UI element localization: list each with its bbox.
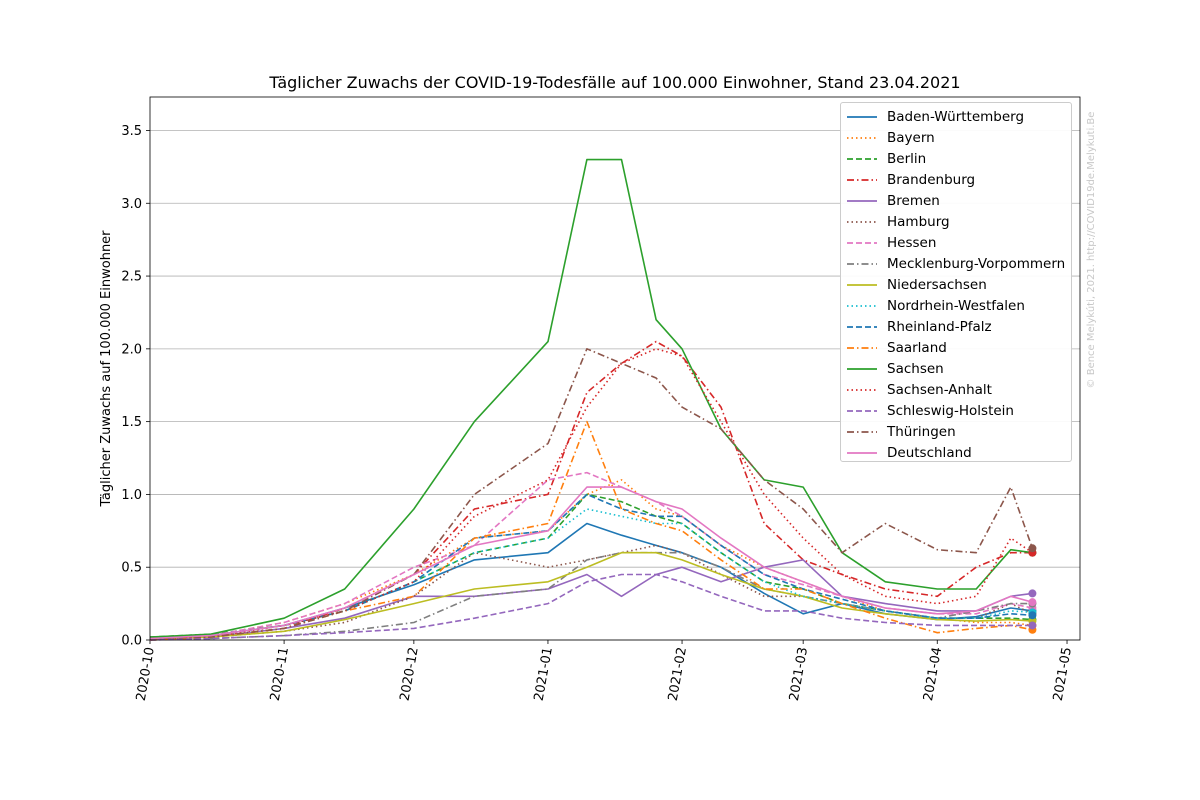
x-tick-label: 2021-05 bbox=[1051, 646, 1075, 702]
legend-swatch bbox=[847, 241, 877, 244]
series-line bbox=[149, 486, 1033, 640]
series-line bbox=[149, 522, 1033, 640]
legend-item: Deutschland bbox=[841, 442, 1071, 463]
legend-item: Hamburg bbox=[841, 211, 1071, 232]
legend-item: Bremen bbox=[841, 190, 1071, 211]
y-tick-label: 3.0 bbox=[121, 197, 142, 212]
legend-label: Sachsen bbox=[887, 360, 944, 377]
series-line bbox=[149, 471, 1033, 640]
plot-frame bbox=[149, 96, 1081, 641]
series-end-marker bbox=[1028, 598, 1037, 607]
legend-item: Schleswig-Holstein bbox=[841, 400, 1071, 421]
y-tick-label: 2.5 bbox=[121, 270, 142, 285]
x-tick-label: 2021-04 bbox=[921, 646, 945, 702]
legend: Baden-Württemberg Bayern Berlin Brandenburg… bbox=[840, 102, 1072, 462]
legend-label: Niedersachsen bbox=[887, 276, 987, 293]
legend-label: Brandenburg bbox=[887, 171, 976, 188]
watermark-text: © Bence Melykúti, 2021. http://COVID19de… bbox=[1085, 112, 1097, 389]
x-tick-label: 2020-12 bbox=[398, 646, 422, 702]
legend-swatch bbox=[847, 262, 877, 265]
series-line bbox=[149, 551, 1033, 641]
legend-label: Baden-Württemberg bbox=[887, 108, 1025, 125]
y-tick-label: 0.0 bbox=[121, 634, 142, 649]
chart-title: Täglicher Zuwachs der COVID-19-Todesfäll… bbox=[268, 73, 960, 92]
y-tick-label: 3.5 bbox=[121, 124, 142, 139]
series-line bbox=[149, 493, 1033, 640]
x-tick-label: 2020-11 bbox=[268, 646, 292, 702]
legend-swatch bbox=[847, 388, 877, 391]
legend-swatch bbox=[847, 325, 877, 328]
legend-item: Saarland bbox=[841, 337, 1071, 358]
legend-label: Hessen bbox=[887, 234, 937, 251]
legend-swatch bbox=[847, 220, 877, 223]
legend-item: Bayern bbox=[841, 127, 1071, 148]
legend-label: Saarland bbox=[887, 339, 947, 356]
legend-label: Bayern bbox=[887, 129, 935, 146]
legend-swatch bbox=[847, 304, 877, 307]
series-line bbox=[149, 508, 1033, 640]
series-line bbox=[149, 420, 1033, 641]
x-tick-label: 2021-03 bbox=[787, 646, 811, 702]
x-tick-label: 2021-01 bbox=[532, 646, 556, 702]
x-tick-label: 2020-10 bbox=[134, 646, 158, 702]
legend-swatch bbox=[847, 367, 877, 370]
legend-swatch bbox=[847, 451, 877, 454]
series-line bbox=[149, 559, 1033, 641]
y-axis-label: Täglicher Zuwachs auf 100.000 Einwohner bbox=[99, 230, 114, 508]
legend-swatch bbox=[847, 136, 877, 139]
legend-label: Thüringen bbox=[887, 423, 956, 440]
x-tick-label: 2021-02 bbox=[666, 646, 690, 702]
legend-item: Sachsen bbox=[841, 358, 1071, 379]
legend-item: Thüringen bbox=[841, 421, 1071, 442]
legend-label: Rheinland-Pfalz bbox=[887, 318, 992, 335]
legend-swatch bbox=[847, 157, 877, 160]
legend-swatch bbox=[847, 178, 877, 181]
y-tick-label: 1.0 bbox=[121, 488, 142, 503]
y-tick-label: 0.5 bbox=[121, 561, 142, 576]
legend-label: Bremen bbox=[887, 192, 940, 209]
series-end-marker bbox=[1028, 589, 1037, 598]
series-end-marker bbox=[1028, 611, 1037, 620]
legend-label: Hamburg bbox=[887, 213, 950, 230]
legend-item: Sachsen-Anhalt bbox=[841, 379, 1071, 400]
series-line bbox=[149, 551, 1033, 640]
legend-swatch bbox=[847, 115, 877, 118]
legend-swatch bbox=[847, 199, 877, 202]
legend-item: Hessen bbox=[841, 232, 1071, 253]
legend-item: Nordrhein-Westfalen bbox=[841, 295, 1071, 316]
legend-label: Schleswig-Holstein bbox=[887, 402, 1014, 419]
legend-label: Berlin bbox=[887, 150, 927, 167]
series-end-marker bbox=[1028, 544, 1037, 553]
legend-item: Mecklenburg-Vorpommern bbox=[841, 253, 1071, 274]
series-line bbox=[149, 158, 1033, 638]
legend-label: Deutschland bbox=[887, 444, 972, 461]
series-end-marker bbox=[1028, 621, 1037, 630]
legend-swatch bbox=[847, 283, 877, 286]
y-tick-label: 1.5 bbox=[121, 415, 142, 430]
y-tick-label: 2.0 bbox=[121, 342, 142, 357]
legend-item: Baden-Württemberg bbox=[841, 106, 1071, 127]
series-line bbox=[149, 347, 1034, 640]
legend-item: Brandenburg bbox=[841, 169, 1071, 190]
legend-swatch bbox=[847, 430, 877, 433]
series-line bbox=[149, 573, 1033, 641]
legend-swatch bbox=[847, 409, 877, 412]
legend-swatch bbox=[847, 346, 877, 349]
legend-item: Niedersachsen bbox=[841, 274, 1071, 295]
legend-item: Rheinland-Pfalz bbox=[841, 316, 1071, 337]
legend-item: Berlin bbox=[841, 148, 1071, 169]
legend-label: Nordrhein-Westfalen bbox=[887, 297, 1025, 314]
legend-label: Mecklenburg-Vorpommern bbox=[887, 255, 1066, 272]
legend-label: Sachsen-Anhalt bbox=[887, 381, 992, 398]
